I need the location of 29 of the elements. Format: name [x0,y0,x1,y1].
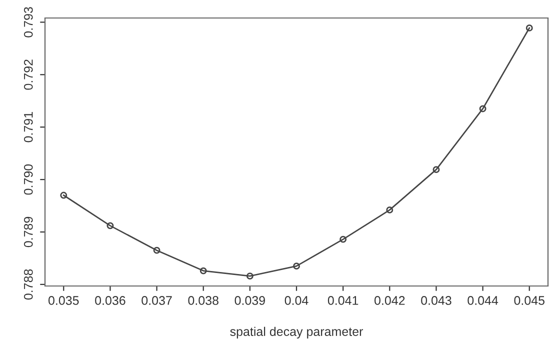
y-tick-label: 0.788 [24,269,33,300]
point [200,267,207,274]
point [340,236,347,243]
x-tick-label: 0.038 [188,296,218,305]
y-tick-label: 0.790 [24,164,33,195]
x-tick-label: 0.041 [328,296,358,305]
point [60,192,68,199]
x-tick-label: 0.039 [234,296,265,305]
x-tick-label: 0.042 [374,296,405,305]
point [153,246,160,254]
x-axis-title: spatial decay parameter [230,326,363,338]
x-tick-label: 0.045 [514,296,544,305]
point [479,105,486,112]
point [106,222,114,230]
x-tick-label: 0.037 [142,296,172,305]
y-tick-label: 0.792 [24,60,33,90]
y-tick-label: 0.791 [24,112,33,142]
x-tick-label: 0.04 [284,296,308,305]
y-tick-label: 0.789 [24,216,33,248]
x-tick-label: 0.044 [468,296,498,305]
x-tick-label: 0.035 [48,296,79,305]
y-tick-label: 0.793 [24,7,33,38]
point [386,206,394,214]
point [526,24,533,32]
point [246,272,254,280]
x-tick-label: 0.043 [421,296,452,305]
point [432,166,440,174]
point [293,262,300,270]
x-tick-label: 0.036 [95,296,126,305]
